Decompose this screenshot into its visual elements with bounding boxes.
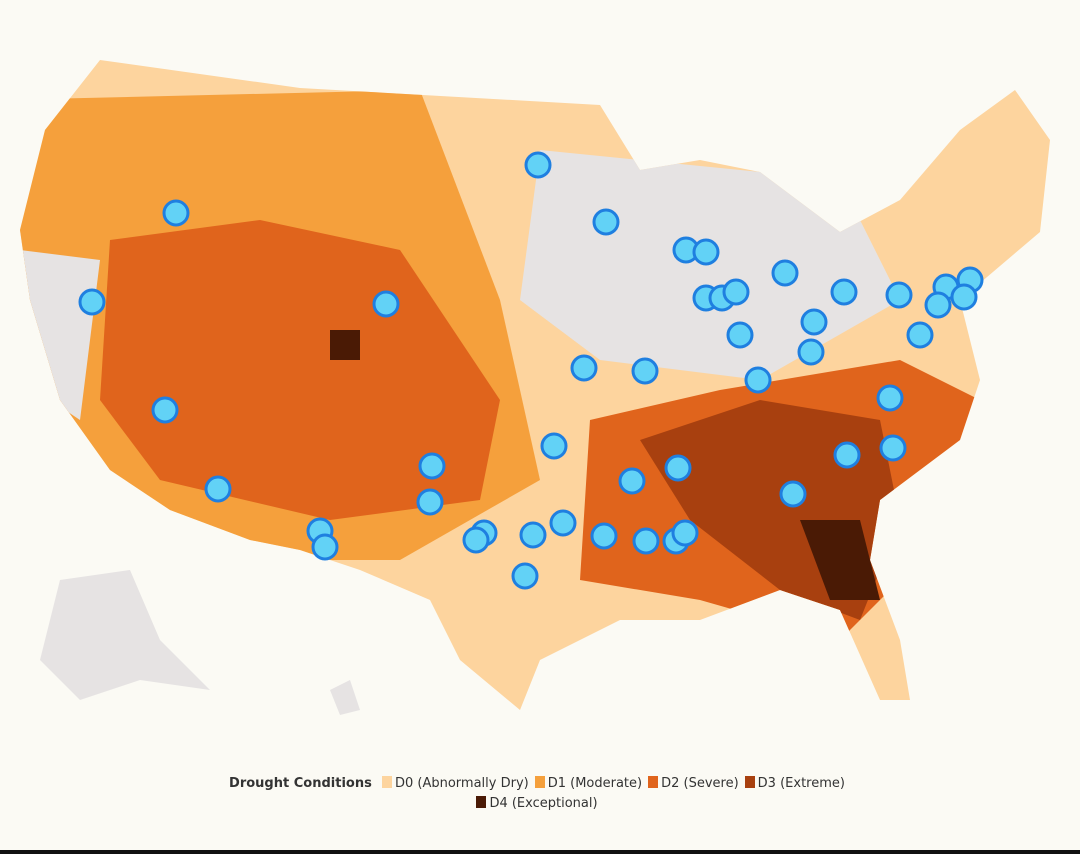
location-marker[interactable]: [664, 454, 692, 482]
location-marker[interactable]: [519, 521, 547, 549]
location-marker[interactable]: [418, 452, 446, 480]
legend-label: D0 (Abnormally Dry): [394, 776, 529, 791]
location-marker[interactable]: [692, 238, 720, 266]
location-marker[interactable]: [906, 321, 934, 349]
legend: Drought Conditions D0 (Abnormally Dry) D1…: [200, 774, 880, 814]
alaska: [40, 570, 210, 700]
legend-label: D2 (Severe): [661, 776, 739, 791]
legend-label: D3 (Extreme): [757, 776, 845, 791]
location-marker[interactable]: [632, 527, 660, 555]
location-marker[interactable]: [162, 199, 190, 227]
hawaii: [330, 680, 360, 715]
legend-swatch: [534, 776, 545, 788]
location-marker[interactable]: [876, 384, 904, 412]
location-marker[interactable]: [885, 281, 913, 309]
location-marker[interactable]: [311, 533, 339, 561]
location-marker[interactable]: [726, 321, 754, 349]
legend-swatch: [648, 776, 659, 788]
legend-title: Drought Conditions: [229, 776, 372, 791]
location-marker[interactable]: [631, 357, 659, 385]
map: [20, 60, 1050, 715]
legend-item: D3 (Extreme): [744, 774, 845, 794]
bottom-bar: [0, 850, 1080, 854]
location-marker[interactable]: [462, 526, 490, 554]
location-marker[interactable]: [570, 354, 598, 382]
location-marker[interactable]: [204, 475, 232, 503]
location-marker[interactable]: [671, 519, 699, 547]
location-marker[interactable]: [800, 308, 828, 336]
location-marker[interactable]: [511, 562, 539, 590]
location-marker[interactable]: [830, 278, 858, 306]
legend-item: D0 (Abnormally Dry): [381, 774, 529, 794]
location-marker[interactable]: [78, 288, 106, 316]
legend-item: D1 (Moderate): [534, 774, 643, 794]
location-marker[interactable]: [416, 488, 444, 516]
legend-label: D4 (Exceptional): [489, 796, 598, 811]
location-marker[interactable]: [744, 366, 772, 394]
legend-item: D2 (Severe): [648, 774, 739, 794]
location-marker[interactable]: [590, 522, 618, 550]
legend-label: D1 (Moderate): [547, 776, 643, 791]
legend-swatch: [744, 776, 755, 788]
location-marker[interactable]: [771, 259, 799, 287]
location-marker[interactable]: [879, 434, 907, 462]
legend-item: D4 (Exceptional): [476, 794, 598, 814]
legend-swatch: [381, 776, 392, 788]
location-marker[interactable]: [722, 278, 750, 306]
location-marker[interactable]: [540, 432, 568, 460]
location-marker[interactable]: [924, 291, 952, 319]
location-marker[interactable]: [549, 509, 577, 537]
location-marker[interactable]: [524, 151, 552, 179]
location-marker[interactable]: [618, 467, 646, 495]
location-marker[interactable]: [151, 396, 179, 424]
location-marker[interactable]: [372, 290, 400, 318]
markers: [78, 151, 984, 590]
location-marker[interactable]: [797, 338, 825, 366]
legend-swatch: [476, 796, 487, 808]
location-marker[interactable]: [950, 283, 978, 311]
location-marker[interactable]: [592, 208, 620, 236]
location-marker[interactable]: [779, 480, 807, 508]
location-marker[interactable]: [833, 441, 861, 469]
